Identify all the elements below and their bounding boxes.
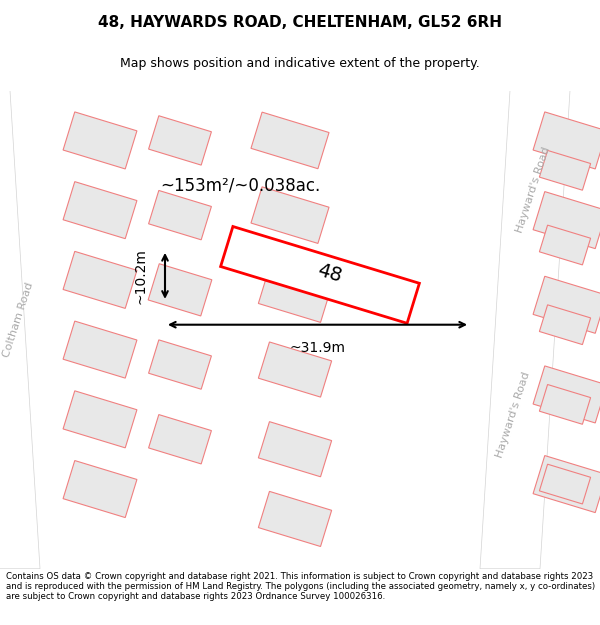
Polygon shape [259,268,332,322]
Polygon shape [0,91,40,569]
Polygon shape [480,91,570,569]
Polygon shape [63,112,137,169]
Text: ~10.2m: ~10.2m [133,248,147,304]
Polygon shape [259,491,332,546]
Polygon shape [63,251,137,308]
Polygon shape [63,182,137,239]
Polygon shape [148,264,212,316]
Text: ~153m²/~0.038ac.: ~153m²/~0.038ac. [160,176,320,194]
Text: Hayward's Road: Hayward's Road [494,370,532,459]
Polygon shape [251,112,329,169]
Polygon shape [533,192,600,249]
Polygon shape [63,461,137,518]
Text: Hayward's Road: Hayward's Road [514,146,551,234]
Polygon shape [539,225,590,265]
Polygon shape [63,321,137,378]
Text: 48, HAYWARDS ROAD, CHELTENHAM, GL52 6RH: 48, HAYWARDS ROAD, CHELTENHAM, GL52 6RH [98,15,502,30]
Polygon shape [259,422,332,477]
Polygon shape [259,342,332,397]
Text: ~31.9m: ~31.9m [290,341,346,354]
Text: Coltham Road: Coltham Road [1,281,35,359]
Polygon shape [149,191,211,240]
Text: Map shows position and indicative extent of the property.: Map shows position and indicative extent… [120,57,480,70]
Polygon shape [533,456,600,512]
Text: Contains OS data © Crown copyright and database right 2021. This information is : Contains OS data © Crown copyright and d… [6,571,595,601]
Polygon shape [539,384,590,424]
Polygon shape [251,187,329,243]
Polygon shape [149,414,211,464]
Polygon shape [539,305,590,344]
Polygon shape [533,112,600,169]
Text: 48: 48 [316,260,344,286]
Polygon shape [539,464,590,504]
Polygon shape [533,366,600,423]
Polygon shape [149,340,211,389]
Polygon shape [539,151,590,190]
Polygon shape [221,226,419,323]
Polygon shape [63,391,137,448]
Polygon shape [149,116,211,165]
Polygon shape [533,276,600,333]
